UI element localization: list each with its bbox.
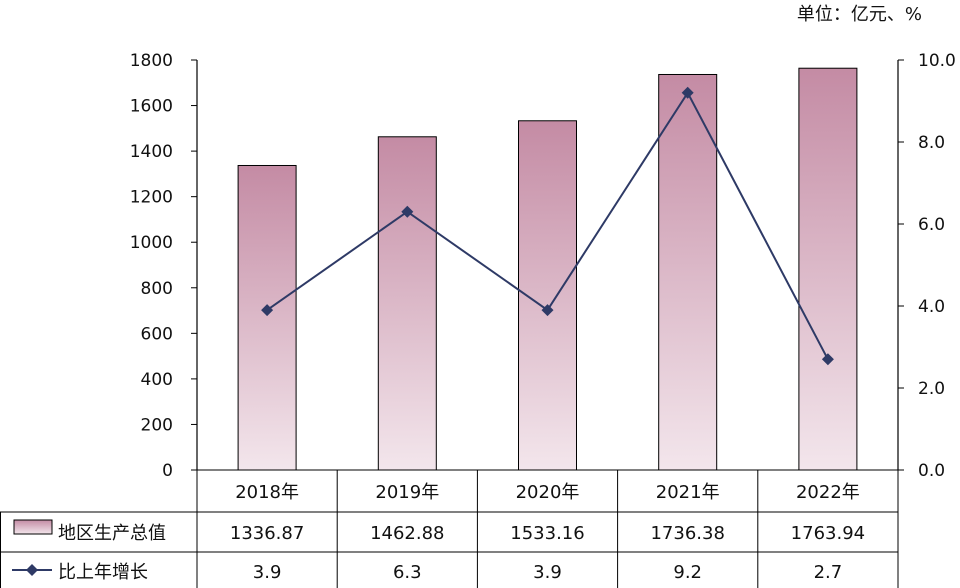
bar-value-label: 1763.94	[791, 523, 865, 544]
bar	[798, 67, 858, 471]
category-label: 2018年	[235, 482, 299, 503]
line-point	[541, 304, 554, 317]
left-tick-label: 800	[141, 279, 173, 299]
left-tick-label: 1600	[130, 97, 173, 117]
bar-value-label: 1462.88	[370, 523, 444, 544]
unit-label: 单位：亿元、%	[796, 4, 922, 25]
legend-line-marker	[26, 564, 38, 576]
legend-bar-swatch	[13, 519, 53, 535]
line-value-label: 3.9	[533, 562, 562, 583]
right-tick-label: 4.0	[918, 297, 945, 317]
legend-line-label: 比上年增长	[58, 562, 148, 583]
left-tick-label: 600	[141, 324, 173, 344]
left-tick-label: 1800	[130, 51, 173, 71]
left-tick-label: 1200	[130, 188, 173, 208]
bar-value-label: 1336.87	[230, 523, 304, 544]
category-label: 2022年	[796, 482, 860, 503]
line-value-label: 2.7	[814, 562, 843, 583]
legend-bar-label: 地区生产总值	[58, 523, 166, 544]
line-point	[821, 353, 834, 366]
bar	[377, 136, 437, 471]
line-point	[261, 304, 274, 317]
right-tick-label: 8.0	[918, 133, 945, 153]
bar	[237, 164, 297, 471]
category-label: 2019年	[375, 482, 439, 503]
left-tick-label: 400	[141, 370, 173, 390]
category-label: 2020年	[516, 482, 580, 503]
left-tick-label: 1400	[130, 142, 173, 162]
line-value-label: 9.2	[673, 562, 702, 583]
bar-value-label: 1533.16	[510, 523, 584, 544]
right-tick-label: 10.0	[918, 51, 956, 71]
line-value-label: 6.3	[393, 562, 422, 583]
line-point	[401, 205, 414, 218]
left-tick-label: 0	[162, 461, 173, 481]
left-tick-label: 200	[141, 415, 173, 435]
line-point	[681, 86, 694, 99]
bar-value-label: 1736.38	[650, 523, 724, 544]
bar	[658, 73, 718, 471]
line-value-label: 3.9	[253, 562, 282, 583]
right-tick-label: 0.0	[918, 461, 945, 481]
right-tick-label: 6.0	[918, 215, 945, 235]
category-label: 2021年	[656, 482, 720, 503]
left-tick-label: 1000	[130, 233, 173, 253]
right-tick-label: 2.0	[918, 379, 945, 399]
